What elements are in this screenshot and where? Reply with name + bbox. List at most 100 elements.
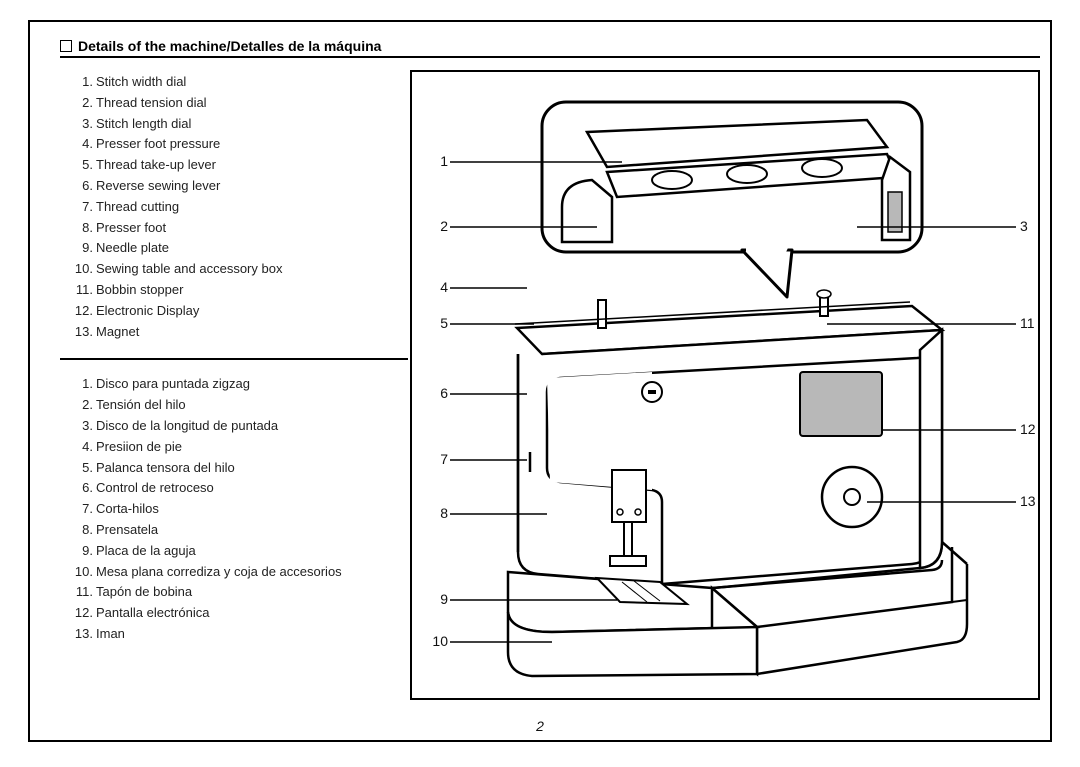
list-number: 11. [74, 582, 96, 603]
list-number: 4. [74, 134, 96, 155]
callout-number: 9 [432, 591, 448, 607]
list-number: 13. [74, 322, 96, 343]
list-number: 1. [74, 72, 96, 93]
list-label: Needle plate [96, 238, 169, 259]
list-number: 12. [74, 603, 96, 624]
list-item: 13. Magnet [74, 322, 404, 343]
section-title: Details of the machine/Detalles de la má… [78, 38, 381, 54]
list-number: 7. [74, 197, 96, 218]
list-item: 9. Needle plate [74, 238, 404, 259]
list-label: Iman [96, 624, 125, 645]
list-number: 8. [74, 520, 96, 541]
list-item: 7. Corta-hilos [74, 499, 404, 520]
list-label: Presiion de pie [96, 437, 182, 458]
list-item: 3. Disco de la longitud de puntada [74, 416, 404, 437]
list-number: 13. [74, 624, 96, 645]
list-label: Tapón de bobina [96, 582, 192, 603]
list-number: 10. [74, 562, 96, 583]
list-item: 7. Thread cutting [74, 197, 404, 218]
section-header: Details of the machine/Detalles de la má… [60, 38, 381, 54]
list-item: 2. Tensión del hilo [74, 395, 404, 416]
callout-number: 10 [432, 633, 448, 649]
parts-list-spanish: 1. Disco para puntada zigzag2. Tensión d… [74, 374, 404, 644]
callout-number: 4 [432, 279, 448, 295]
list-label: Thread cutting [96, 197, 179, 218]
list-label: Corta-hilos [96, 499, 159, 520]
list-number: 9. [74, 541, 96, 562]
list-label: Disco para puntada zigzag [96, 374, 250, 395]
list-item: 3. Stitch length dial [74, 114, 404, 135]
list-item: 9. Placa de la aguja [74, 541, 404, 562]
list-number: 6. [74, 176, 96, 197]
list-item: 1. Disco para puntada zigzag [74, 374, 404, 395]
list-number: 11. [74, 280, 96, 301]
list-label: Magnet [96, 322, 139, 343]
list-item: 6. Control de retroceso [74, 478, 404, 499]
callout-number: 8 [432, 505, 448, 521]
list-item: 12. Pantalla electrónica [74, 603, 404, 624]
list-label: Stitch length dial [96, 114, 191, 135]
list-item: 8. Prensatela [74, 520, 404, 541]
list-item: 11. Tapón de bobina [74, 582, 404, 603]
list-number: 2. [74, 93, 96, 114]
list-label: Bobbin stopper [96, 280, 183, 301]
parts-lists: 1. Stitch width dial2. Thread tension di… [74, 72, 404, 645]
list-label: Presser foot pressure [96, 134, 220, 155]
list-label: Stitch width dial [96, 72, 186, 93]
list-divider [60, 358, 408, 360]
callout-number: 1 [432, 153, 448, 169]
list-label: Tensión del hilo [96, 395, 186, 416]
list-item: 4. Presiion de pie [74, 437, 404, 458]
list-label: Placa de la aguja [96, 541, 196, 562]
callout-number: 12 [1020, 421, 1036, 437]
square-icon [60, 40, 72, 52]
callout-number: 7 [432, 451, 448, 467]
parts-list-english: 1. Stitch width dial2. Thread tension di… [74, 72, 404, 342]
callout-number: 3 [1020, 218, 1028, 234]
list-label: Thread take-up lever [96, 155, 216, 176]
machine-body [508, 290, 967, 676]
list-number: 1. [74, 374, 96, 395]
list-label: Presser foot [96, 218, 166, 239]
list-number: 3. [74, 416, 96, 437]
list-label: Pantalla electrónica [96, 603, 209, 624]
list-label: Reverse sewing lever [96, 176, 220, 197]
list-item: 4. Presser foot pressure [74, 134, 404, 155]
list-label: Electronic Display [96, 301, 199, 322]
list-item: 10. Mesa plana corrediza y coja de acces… [74, 562, 404, 583]
list-number: 5. [74, 155, 96, 176]
list-label: Sewing table and accessory box [96, 259, 282, 280]
list-item: 5. Palanca tensora del hilo [74, 458, 404, 479]
list-number: 4. [74, 437, 96, 458]
list-label: Palanca tensora del hilo [96, 458, 235, 479]
list-label: Prensatela [96, 520, 158, 541]
list-number: 12. [74, 301, 96, 322]
title-underline [60, 56, 1040, 58]
callout-number: 11 [1020, 315, 1035, 331]
list-number: 2. [74, 395, 96, 416]
list-item: 6. Reverse sewing lever [74, 176, 404, 197]
list-item: 11. Bobbin stopper [74, 280, 404, 301]
machine-diagram [412, 72, 1042, 702]
callout-number: 13 [1020, 493, 1036, 509]
callout-number: 2 [432, 218, 448, 234]
list-item: 12. Electronic Display [74, 301, 404, 322]
figure-frame: 12456789103111213 [410, 70, 1040, 700]
list-item: 5. Thread take-up lever [74, 155, 404, 176]
list-item: 13. Iman [74, 624, 404, 645]
list-label: Thread tension dial [96, 93, 207, 114]
list-item: 2. Thread tension dial [74, 93, 404, 114]
callout-number: 5 [432, 315, 448, 331]
list-number: 10. [74, 259, 96, 280]
page-number: 2 [0, 718, 1080, 734]
callout-number: 6 [432, 385, 448, 401]
list-label: Disco de la longitud de puntada [96, 416, 278, 437]
list-number: 6. [74, 478, 96, 499]
inset-bubble [542, 102, 922, 297]
list-item: 8. Presser foot [74, 218, 404, 239]
list-item: 1. Stitch width dial [74, 72, 404, 93]
list-number: 3. [74, 114, 96, 135]
list-item: 10. Sewing table and accessory box [74, 259, 404, 280]
list-label: Control de retroceso [96, 478, 214, 499]
list-number: 9. [74, 238, 96, 259]
